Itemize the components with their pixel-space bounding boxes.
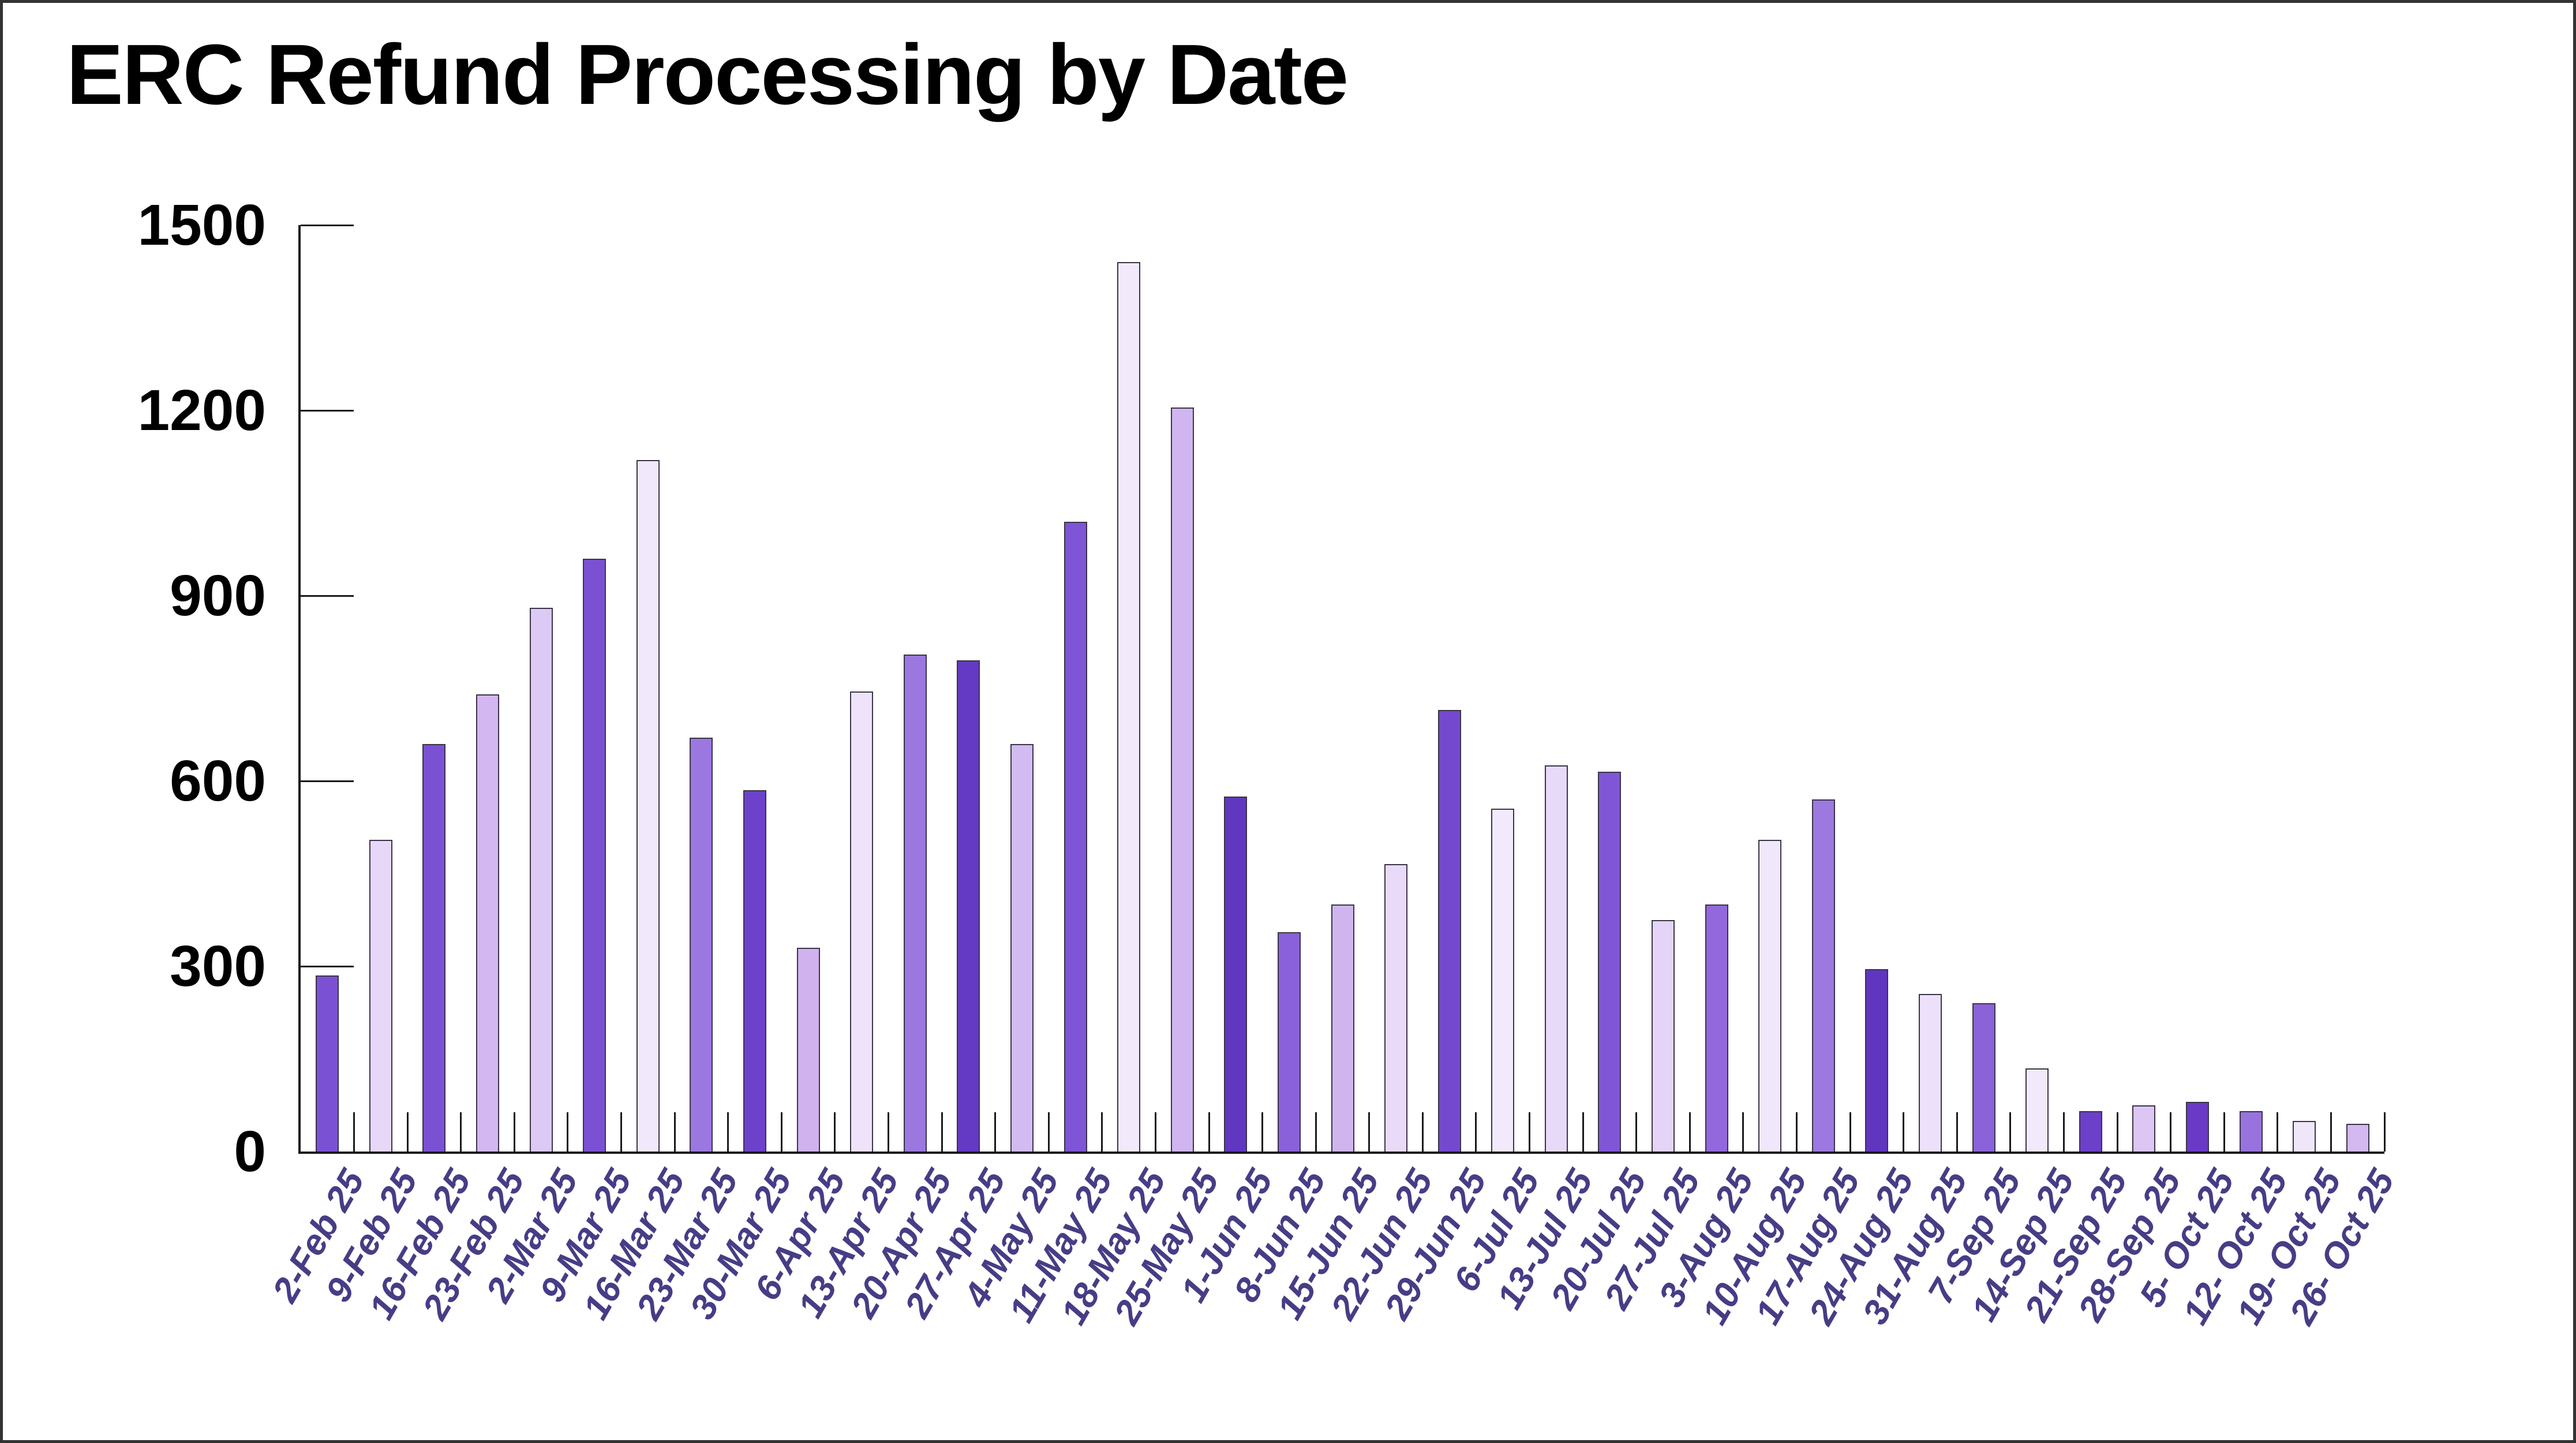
x-tick-26 (1688, 1112, 1691, 1152)
x-tick-11 (887, 1112, 889, 1152)
bar-11-May-25 (1064, 521, 1087, 1152)
bar-26-Oct-25 (2346, 1123, 2369, 1152)
y-tick-900 (301, 595, 354, 597)
bar-13-Jul-25 (1544, 765, 1568, 1152)
x-tick-14 (1047, 1112, 1050, 1152)
bar-2-Feb-25 (316, 975, 339, 1152)
x-tick-18 (1261, 1112, 1264, 1152)
x-tick-28 (1796, 1112, 1798, 1152)
bar-20-Apr-25 (903, 654, 927, 1152)
x-tick-22 (1475, 1112, 1477, 1152)
bar-9-Feb-25 (369, 839, 392, 1152)
bar-13-Apr-25 (850, 691, 874, 1152)
plot-area (298, 225, 2386, 1154)
bar-7-Sep-25 (1972, 1003, 1995, 1152)
bar-22-Jun-25 (1384, 864, 1408, 1152)
y-tick-1500 (301, 225, 354, 226)
bar-16-Mar-25 (636, 459, 660, 1152)
bar-30-Mar-25 (743, 790, 766, 1152)
y-tick-label-600: 600 (170, 749, 266, 813)
x-tick-32 (2009, 1112, 2012, 1152)
bar-4-May-25 (1010, 743, 1034, 1152)
bar-5-Oct-25 (2185, 1102, 2209, 1152)
x-tick-27 (1742, 1112, 1744, 1152)
x-tick-2 (406, 1112, 409, 1152)
y-tick-600 (301, 780, 354, 782)
x-tick-21 (1421, 1112, 1424, 1152)
bar-23-Mar-25 (690, 738, 713, 1152)
bar-2-Mar-25 (529, 608, 553, 1152)
y-tick-label-300: 300 (170, 934, 266, 999)
bar-6-Jul-25 (1491, 809, 1515, 1152)
bar-12-Oct-25 (2239, 1111, 2263, 1152)
bar-14-Sep-25 (2025, 1068, 2049, 1152)
bar-16-Feb-25 (422, 743, 446, 1152)
x-tick-34 (2116, 1112, 2118, 1152)
bar-1-Jun-25 (1224, 796, 1248, 1152)
x-tick-16 (1154, 1112, 1156, 1152)
bar-3-Aug-25 (1705, 904, 1728, 1152)
x-tick-5 (567, 1112, 569, 1152)
x-tick-9 (780, 1112, 782, 1152)
bar-28-Sep-25 (2132, 1105, 2156, 1152)
bar-27-Apr-25 (957, 660, 980, 1152)
bar-25-May-25 (1170, 407, 1194, 1152)
bar-9-Mar-25 (583, 558, 606, 1152)
y-tick-1200 (301, 410, 354, 412)
bar-24-Aug-25 (1865, 969, 1889, 1152)
bar-20-Jul-25 (1598, 771, 1622, 1152)
y-tick-label-0: 0 (234, 1119, 266, 1184)
x-tick-6 (620, 1112, 623, 1152)
x-tick-10 (834, 1112, 836, 1152)
y-tick-label-1200: 1200 (137, 378, 266, 443)
x-tick-3 (460, 1112, 462, 1152)
x-tick-7 (673, 1112, 676, 1152)
x-tick-29 (1849, 1112, 1851, 1152)
x-tick-35 (2170, 1112, 2172, 1152)
bar-17-Aug-25 (1811, 799, 1835, 1152)
x-tick-37 (2277, 1112, 2279, 1152)
y-tick-300 (301, 966, 354, 967)
bar-6-Apr-25 (796, 947, 820, 1152)
x-tick-36 (2223, 1112, 2225, 1152)
x-tick-8 (727, 1112, 729, 1152)
x-tick-1 (353, 1112, 355, 1152)
bar-18-May-25 (1117, 262, 1141, 1152)
x-tick-23 (1529, 1112, 1531, 1152)
x-tick-38 (2330, 1112, 2332, 1152)
bar-19-Oct-25 (2293, 1120, 2316, 1152)
bar-23-Feb-25 (476, 694, 500, 1152)
y-tick-label-1500: 1500 (137, 193, 266, 257)
x-tick-24 (1582, 1112, 1584, 1152)
bar-8-Jun-25 (1277, 932, 1301, 1152)
bar-31-Aug-25 (1918, 994, 1942, 1152)
x-tick-19 (1315, 1112, 1317, 1152)
x-tick-30 (1903, 1112, 1905, 1152)
x-tick-25 (1635, 1112, 1638, 1152)
x-tick-13 (994, 1112, 997, 1152)
x-tick-31 (1956, 1112, 1958, 1152)
x-tick-20 (1368, 1112, 1371, 1152)
x-tick-15 (1101, 1112, 1103, 1152)
bar-27-Jul-25 (1652, 919, 1675, 1152)
x-tick-17 (1208, 1112, 1210, 1152)
bar-10-Aug-25 (1758, 839, 1782, 1152)
y-tick-label-900: 900 (170, 563, 266, 628)
x-tick-39 (2383, 1112, 2386, 1152)
x-tick-33 (2062, 1112, 2065, 1152)
chart-title: ERC Refund Processing by Date (66, 27, 1349, 122)
bar-15-Jun-25 (1331, 904, 1354, 1152)
bar-29-Jun-25 (1437, 709, 1461, 1152)
x-tick-12 (941, 1112, 943, 1152)
x-tick-4 (513, 1112, 515, 1152)
bar-21-Sep-25 (2079, 1111, 2102, 1152)
